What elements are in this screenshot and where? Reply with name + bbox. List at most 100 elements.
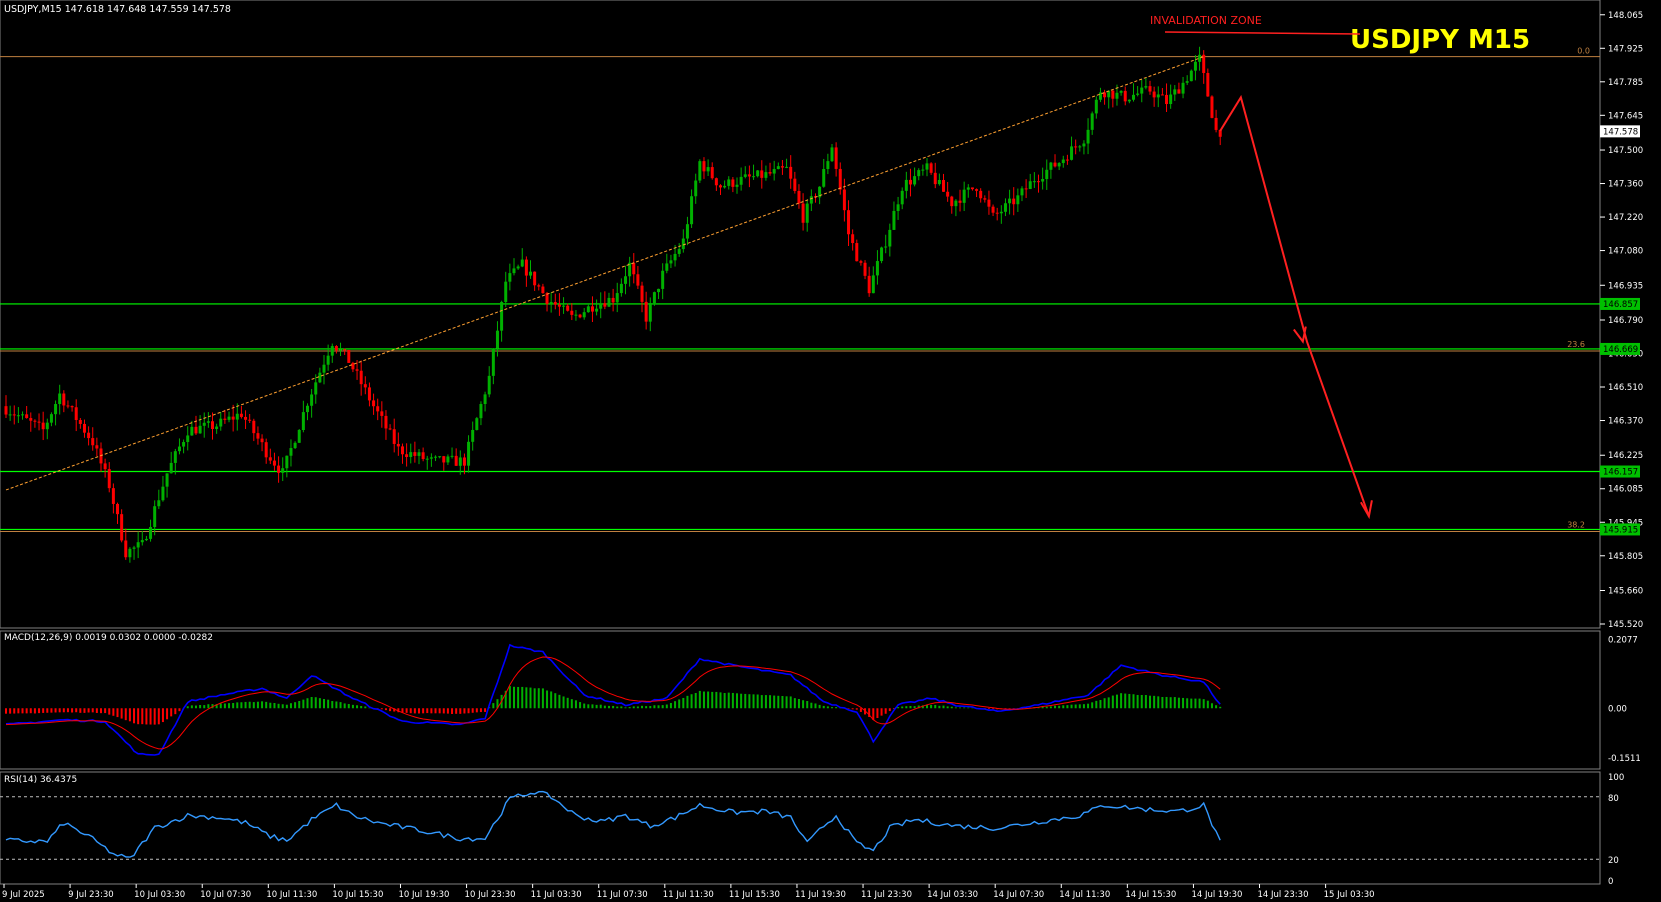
- candle-body: [190, 426, 194, 436]
- candle-body: [429, 457, 433, 459]
- candle-body: [372, 400, 376, 407]
- candle-body: [966, 187, 970, 190]
- candle-body: [838, 168, 842, 190]
- candle-body: [1160, 94, 1164, 96]
- time-tick-label: 11 Jul 19:30: [795, 890, 846, 900]
- candle-body: [1181, 82, 1185, 94]
- candle-body: [566, 305, 570, 311]
- rsi-tick-label: 80: [1608, 794, 1619, 804]
- candle-body: [805, 203, 809, 223]
- time-tick-label: 9 Jul 2025: [2, 890, 45, 900]
- candle-body: [219, 418, 223, 427]
- candle-body: [462, 457, 466, 466]
- candle-body: [82, 423, 86, 433]
- candle-body: [1136, 93, 1140, 95]
- candle-body: [797, 190, 801, 204]
- candle-body: [58, 393, 62, 405]
- candle-body: [297, 430, 301, 443]
- current-price-tag: [1600, 125, 1640, 138]
- time-tick-label: 10 Jul 15:30: [332, 890, 383, 900]
- candle-body: [12, 414, 16, 416]
- candle-body: [355, 369, 359, 371]
- candle-body: [107, 469, 111, 489]
- candle-body: [557, 304, 561, 307]
- candle-body: [339, 349, 343, 351]
- candle-body: [764, 172, 768, 178]
- candle-body: [1028, 181, 1032, 190]
- candle-body: [847, 210, 851, 235]
- candle-body: [983, 198, 987, 200]
- macd-tick-label: 0.2077: [1608, 636, 1638, 646]
- candle-body: [165, 473, 169, 487]
- candle-body: [661, 270, 665, 289]
- candle-body: [818, 186, 822, 198]
- rsi-panel[interactable]: 100 80 20 0: [0, 771, 1624, 887]
- candle-body: [690, 196, 694, 225]
- candle-body: [975, 189, 979, 191]
- candle-body: [289, 448, 293, 456]
- candle-body: [215, 426, 219, 430]
- price-tick-label: 146.225: [1608, 451, 1643, 461]
- candle-body: [789, 166, 793, 179]
- candle-body: [768, 172, 772, 174]
- candle-body: [1094, 99, 1098, 114]
- candle-body: [161, 486, 165, 501]
- candle-body: [487, 375, 491, 395]
- candle-body: [54, 404, 58, 415]
- candle-body: [718, 185, 722, 188]
- candle-body: [995, 212, 999, 214]
- candle-body: [1082, 143, 1086, 147]
- candle-body: [1086, 129, 1090, 144]
- price-tick-label: 145.520: [1608, 620, 1643, 630]
- candle-body: [619, 283, 623, 294]
- candle-body: [677, 249, 681, 254]
- candle-body: [351, 362, 355, 370]
- chart-big-title: USDJPY M15: [1350, 25, 1530, 55]
- candle-body: [293, 442, 297, 449]
- price-tick-label: 147.785: [1608, 78, 1643, 88]
- candle-body: [624, 276, 627, 284]
- candle-body: [239, 413, 243, 417]
- candle-body: [248, 419, 252, 421]
- candle-body: [1169, 94, 1173, 105]
- candle-body: [136, 542, 140, 548]
- candle-body: [954, 200, 958, 207]
- candle-body: [855, 243, 859, 262]
- candle-body: [144, 538, 148, 541]
- candle-body: [1177, 89, 1181, 94]
- candle-body: [49, 414, 53, 423]
- candle-body: [421, 452, 425, 460]
- candle-body: [1024, 188, 1028, 190]
- candle-body: [157, 500, 161, 507]
- candle-body: [958, 200, 962, 203]
- candle-body: [491, 348, 495, 376]
- candle-body: [206, 421, 210, 423]
- candle-body: [1057, 163, 1061, 167]
- candle-body: [211, 421, 214, 430]
- candle-body: [516, 266, 520, 269]
- candle-body: [1037, 181, 1040, 183]
- candle-body: [194, 426, 198, 434]
- candle-body: [173, 451, 177, 463]
- candle-body: [1123, 90, 1127, 102]
- macd-panel[interactable]: 0.2077 0.00 -0.1511: [0, 630, 1641, 770]
- candle-body: [149, 527, 153, 539]
- candle-body: [1165, 94, 1169, 105]
- candle-body: [529, 271, 533, 276]
- candle-body: [685, 224, 689, 239]
- price-panel[interactable]: 0.0 23.6 38.2 148.065 147.925 147.785 147.645…: [0, 0, 1643, 630]
- candle-body: [537, 285, 541, 287]
- candle-body: [776, 166, 780, 170]
- candle-body: [917, 170, 921, 177]
- candle-body: [177, 446, 181, 452]
- rsi-panel-frame: [0, 771, 1601, 885]
- candle-body: [326, 355, 330, 365]
- time-tick-label: 14 Jul 11:30: [1059, 890, 1110, 900]
- candle-body: [1173, 89, 1177, 95]
- candle-body: [235, 413, 239, 420]
- candle-body: [198, 425, 202, 434]
- candle-body: [33, 420, 37, 422]
- candle-body: [413, 452, 417, 456]
- time-tick-label: 10 Jul 23:30: [465, 890, 516, 900]
